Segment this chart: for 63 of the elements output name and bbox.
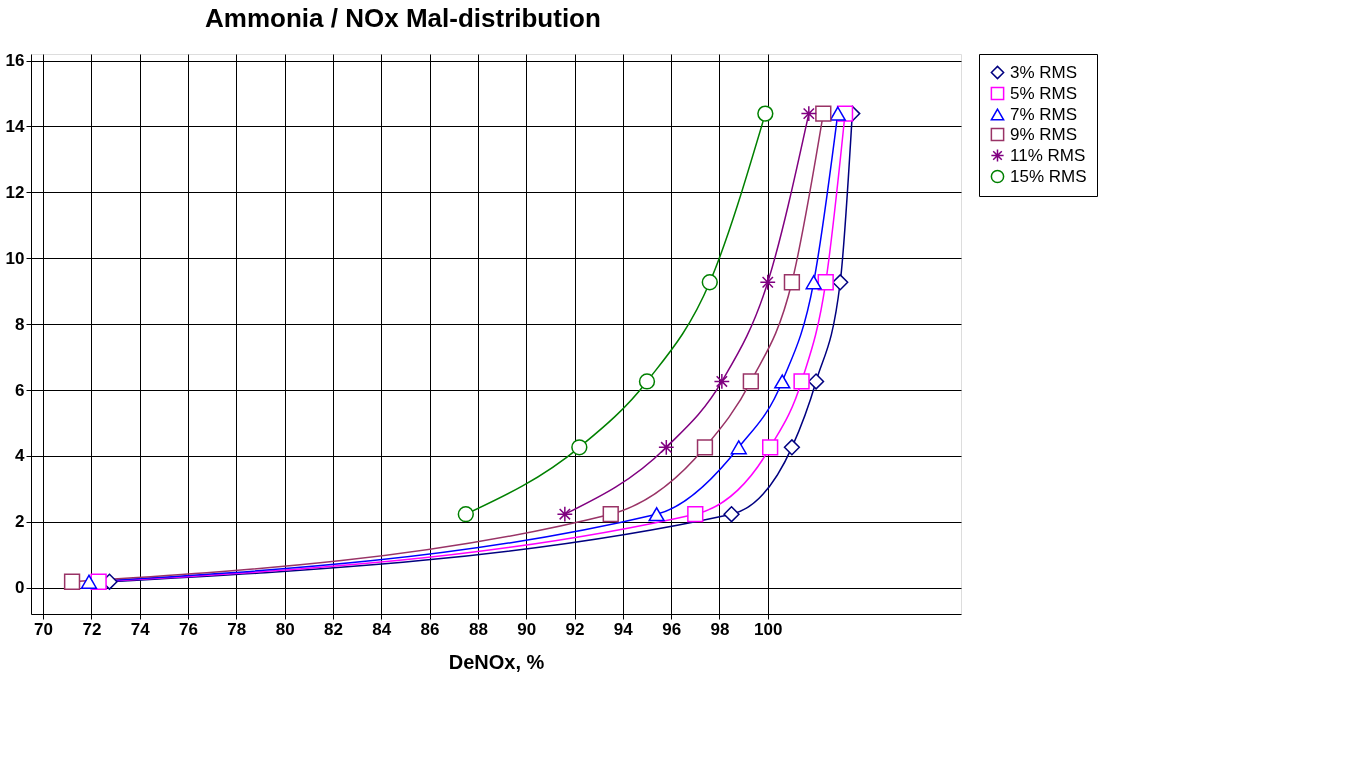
y-tick-label: 2: [15, 512, 25, 532]
point: [817, 274, 834, 291]
y-tick-label: 14: [5, 116, 26, 136]
x-tick-label: 96: [662, 619, 682, 639]
point: [80, 574, 98, 589]
x-tick-label: 84: [372, 619, 392, 639]
y-tick-label: 6: [15, 380, 25, 400]
point: [696, 439, 714, 456]
point: [701, 274, 718, 291]
point: [602, 506, 619, 523]
x-tick-label: 92: [565, 619, 585, 639]
y-tick-label: 16: [5, 51, 25, 71]
point: [815, 105, 832, 122]
legend-label: 11% RMS: [1010, 145, 1086, 165]
point: [774, 374, 791, 389]
point: [800, 105, 817, 122]
y-tick-label: 10: [5, 248, 25, 268]
point: [762, 439, 779, 456]
x-tick-label: 98: [710, 619, 730, 639]
x-tick-label: 100: [754, 619, 783, 639]
y-tick-label: 4: [15, 446, 26, 466]
point: [783, 439, 801, 456]
y-tick-label: 12: [5, 182, 25, 202]
x-tick-label: 74: [130, 619, 151, 639]
point: [571, 439, 588, 456]
x-tick-label: 72: [82, 619, 102, 639]
point: [783, 274, 801, 291]
legend-label: 9% RMS: [1010, 124, 1078, 144]
x-axis-title: DeNOx, %: [448, 650, 545, 673]
point: [556, 506, 574, 523]
x-tick-label: 76: [179, 619, 198, 639]
legend-label: 7% RMS: [1010, 104, 1078, 124]
point: [457, 506, 474, 523]
point: [829, 106, 846, 121]
x-tick-label: 80: [275, 619, 295, 639]
x-tick-label: 94: [613, 619, 634, 639]
legend-label: 15% RMS: [1010, 166, 1087, 186]
point: [658, 439, 675, 456]
point: [730, 440, 747, 455]
point: [757, 105, 774, 122]
legend-label: 3% RMS: [1010, 62, 1078, 82]
point: [793, 373, 810, 390]
point: [713, 373, 731, 390]
x-tick-label: 70: [34, 619, 54, 639]
y-tick-label: 0: [15, 578, 25, 598]
point: [832, 274, 849, 291]
point: [687, 506, 704, 523]
point: [638, 373, 656, 390]
point: [648, 507, 665, 522]
point: [759, 274, 776, 291]
chart-title: Ammonia / NOx Mal-distribution: [205, 2, 601, 33]
x-tick-label: 90: [517, 619, 537, 639]
x-tick-label: 78: [227, 619, 247, 639]
point: [723, 506, 740, 523]
legend-label: 5% RMS: [1010, 83, 1078, 103]
point: [805, 275, 822, 290]
point: [742, 373, 760, 390]
x-tick-label: 82: [323, 619, 343, 639]
x-tick-label: 88: [468, 619, 488, 639]
x-tick-label: 86: [420, 619, 440, 639]
y-tick-label: 8: [15, 314, 25, 334]
point: [63, 573, 81, 590]
point: [807, 373, 825, 390]
